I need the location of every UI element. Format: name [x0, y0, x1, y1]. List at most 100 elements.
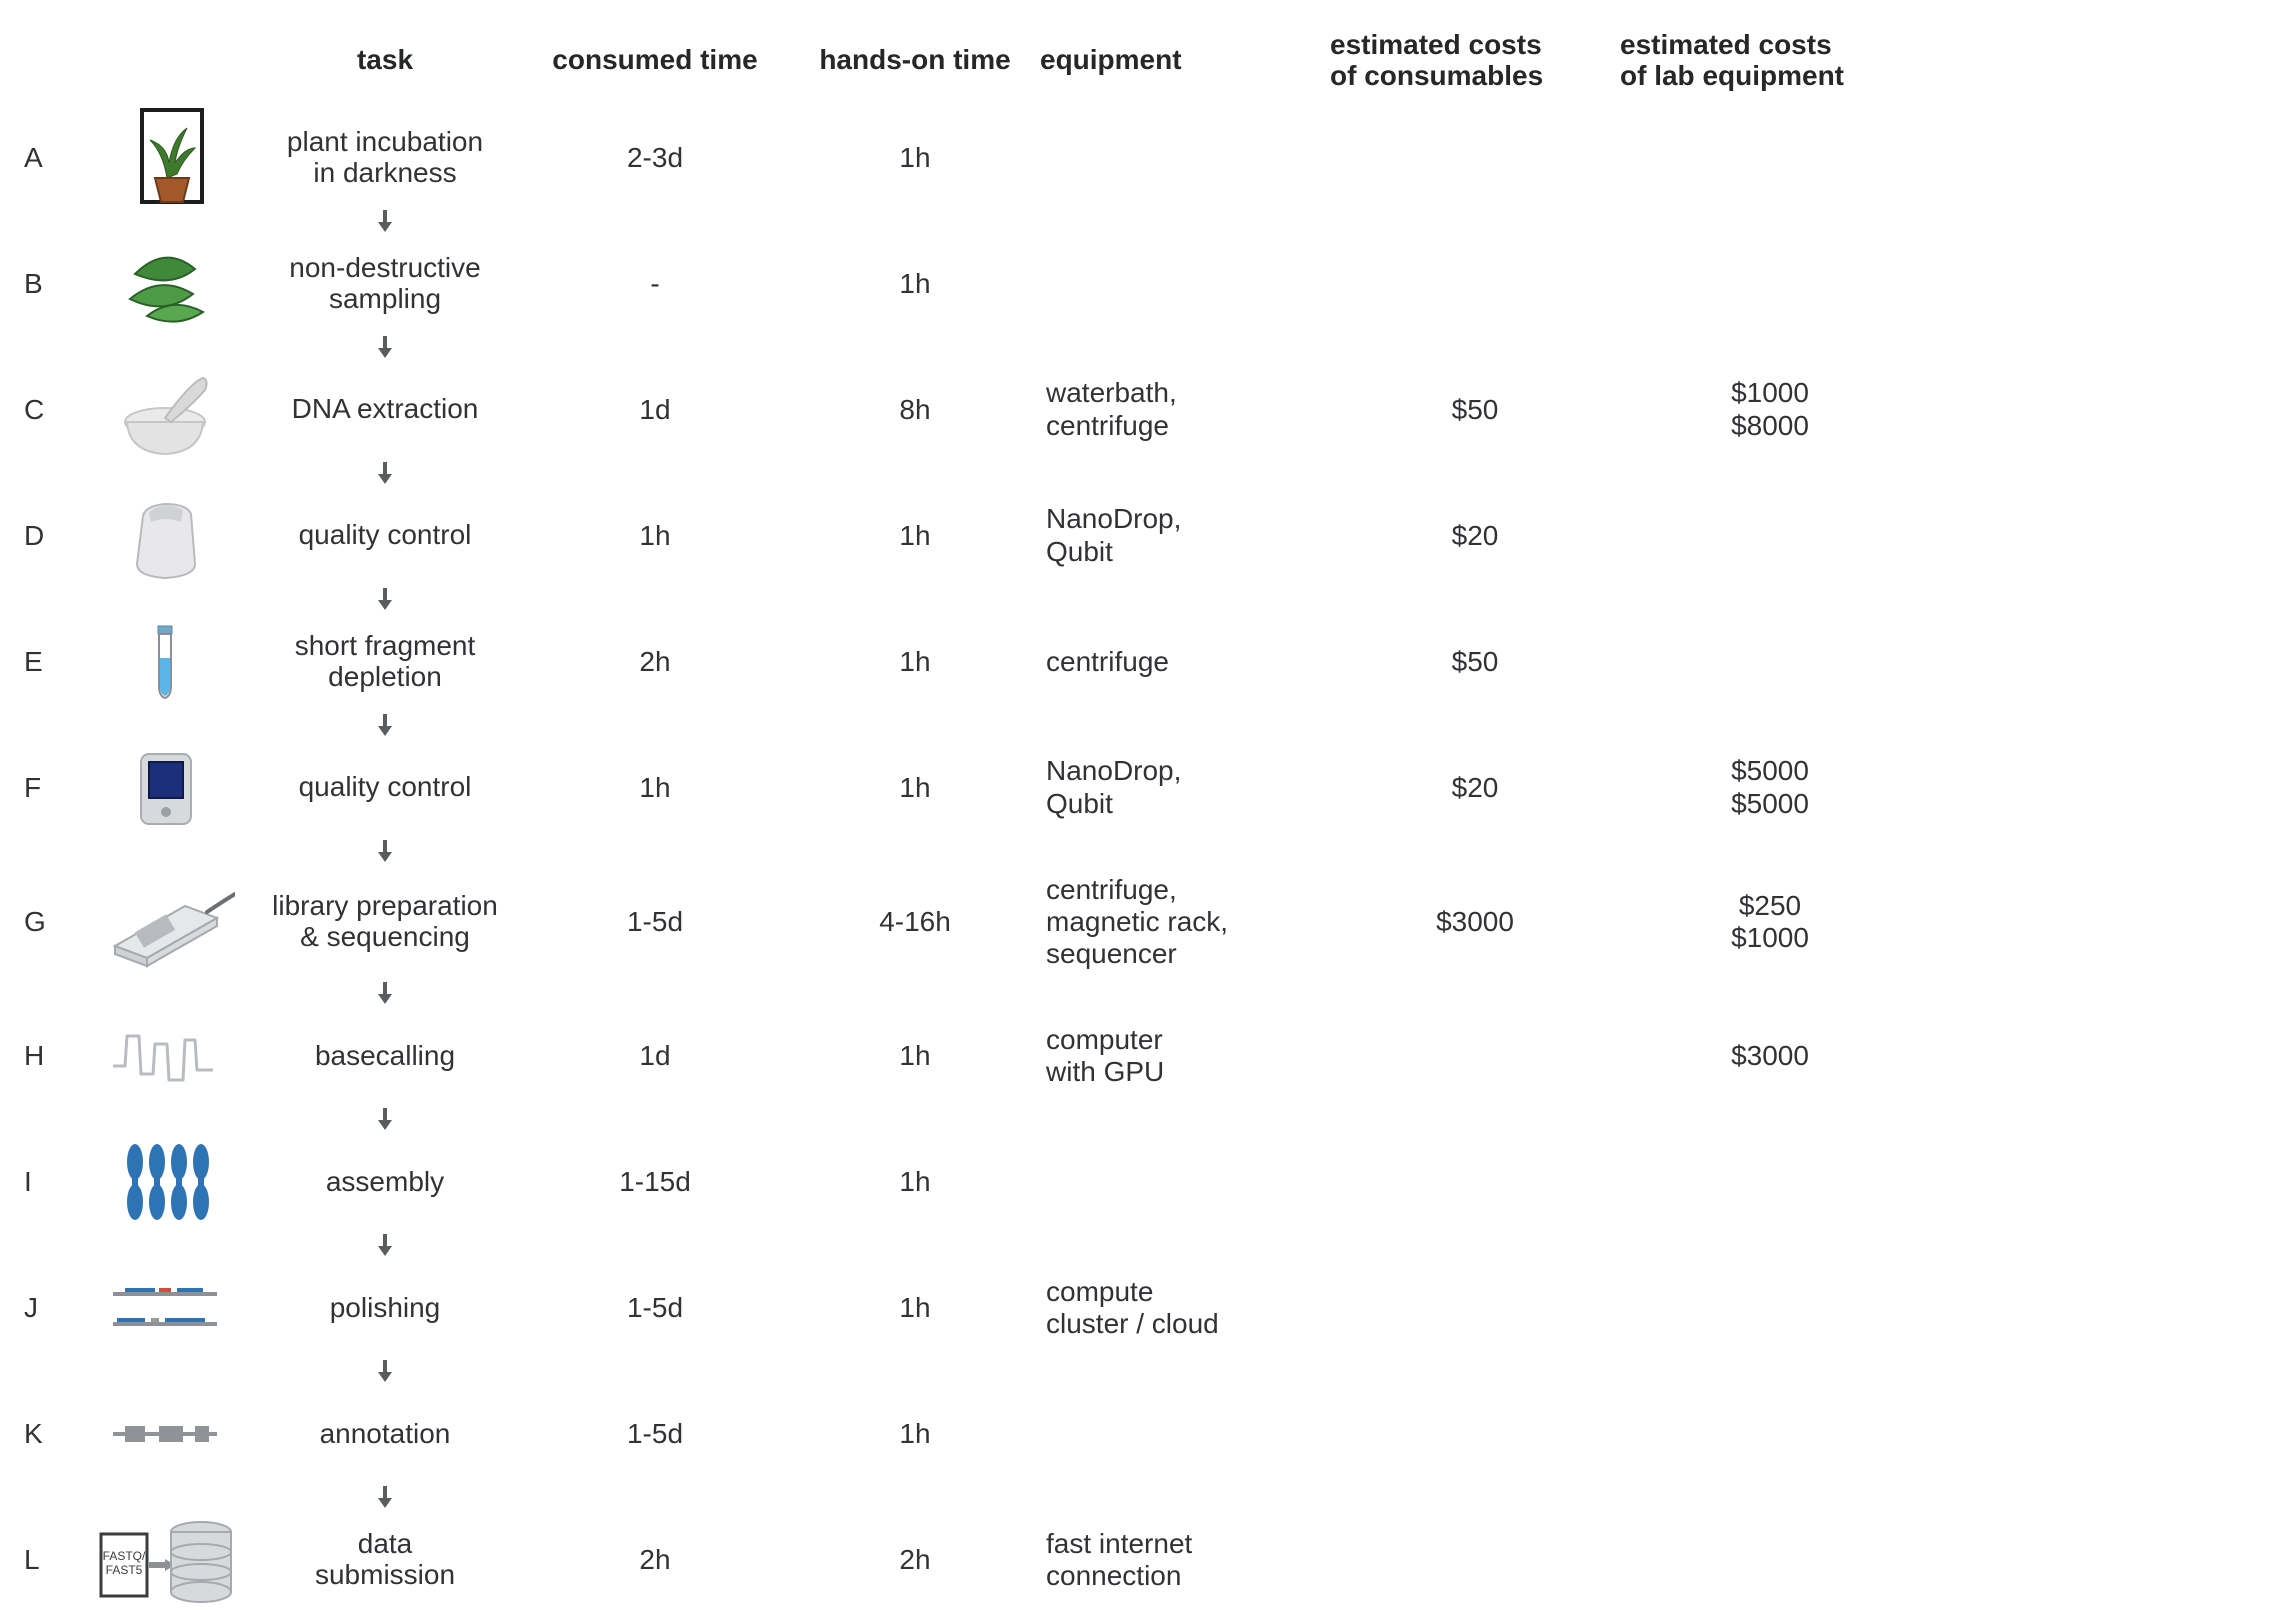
mortar-pestle-icon	[80, 360, 250, 460]
row-label: A	[20, 132, 80, 184]
cost-lab-equipment	[1620, 1550, 1920, 1570]
equipment-text	[1040, 274, 1330, 294]
database-upload-icon: FASTQ/FAST5	[80, 1510, 250, 1610]
task-text: plant incubation in darkness	[250, 125, 520, 191]
flow-arrow-icon	[250, 1106, 520, 1132]
svg-text:FAST5: FAST5	[106, 1563, 143, 1577]
cost-lab-equipment: $250 $1000	[1620, 880, 1920, 964]
consumed-time: 2h	[520, 1534, 790, 1586]
task-text: short fragment depletion	[250, 629, 520, 695]
hands-on-time: 1h	[790, 258, 1040, 310]
col-header-blank-2	[80, 51, 250, 77]
cost-consumables	[1330, 148, 1620, 168]
cost-lab-equipment	[1620, 1424, 1920, 1444]
col-header-hands-on-time: hands-on time	[790, 35, 1040, 92]
cost-consumables: $50	[1330, 384, 1620, 436]
col-header-task: task	[250, 35, 520, 92]
consumed-time: 1h	[520, 762, 790, 814]
consumed-time: 1d	[520, 1030, 790, 1082]
nanodrop-device-icon	[80, 486, 250, 586]
hands-on-time: 1h	[790, 636, 1040, 688]
task-text: library preparation & sequencing	[250, 889, 520, 955]
row-label: C	[20, 384, 80, 436]
consumed-time: -	[520, 258, 790, 310]
consumed-time: 2-3d	[520, 132, 790, 184]
equipment-text: NanoDrop, Qubit	[1040, 745, 1330, 829]
task-text: data submission	[250, 1527, 520, 1593]
tube-icon	[80, 612, 250, 712]
cost-consumables	[1330, 1298, 1620, 1318]
hands-on-time: 1h	[790, 762, 1040, 814]
flow-arrow-icon	[250, 334, 520, 360]
hands-on-time: 1h	[790, 1408, 1040, 1460]
cost-lab-equipment: $5000 $5000	[1620, 745, 1920, 829]
task-text: polishing	[250, 1291, 520, 1326]
consumed-time: 1d	[520, 384, 790, 436]
potted-plant-icon	[80, 108, 250, 208]
hands-on-time: 1h	[790, 510, 1040, 562]
consumed-time: 1h	[520, 510, 790, 562]
cost-consumables	[1330, 1550, 1620, 1570]
cost-lab-equipment: $3000	[1620, 1030, 1920, 1082]
qubit-device-icon	[80, 738, 250, 838]
leaves-icon	[80, 234, 250, 334]
flow-arrow-icon	[250, 980, 520, 1006]
equipment-text: computer with GPU	[1040, 1014, 1330, 1098]
hands-on-time: 4-16h	[790, 896, 1040, 948]
hands-on-time: 2h	[790, 1534, 1040, 1586]
task-text: quality control	[250, 770, 520, 805]
col-header-consumed-time: consumed time	[520, 35, 790, 92]
cost-consumables: $3000	[1330, 896, 1620, 948]
cost-consumables: $20	[1330, 762, 1620, 814]
task-text: basecalling	[250, 1039, 520, 1074]
col-header-cost-consumables: estimated costs of consumables	[1330, 20, 1620, 108]
cost-lab-equipment	[1620, 652, 1920, 672]
cost-consumables	[1330, 1172, 1620, 1192]
flow-arrow-icon	[250, 586, 520, 612]
row-label: I	[20, 1156, 80, 1208]
flow-arrow-icon	[250, 1358, 520, 1384]
consumed-time: 2h	[520, 636, 790, 688]
cost-consumables	[1330, 1046, 1620, 1066]
cost-consumables: $20	[1330, 510, 1620, 562]
consumed-time: 1-5d	[520, 896, 790, 948]
consumed-time: 1-5d	[520, 1282, 790, 1334]
row-label: K	[20, 1408, 80, 1460]
row-label: H	[20, 1030, 80, 1082]
equipment-text: compute cluster / cloud	[1040, 1266, 1330, 1350]
col-header-cost-lab-equipment: estimated costs of lab equipment	[1620, 20, 1920, 108]
flow-arrow-icon	[250, 1232, 520, 1258]
flow-arrow-icon	[250, 838, 520, 864]
workflow-grid: task consumed time hands-on time equipme…	[20, 20, 2233, 1610]
hands-on-time: 1h	[790, 1282, 1040, 1334]
hands-on-time: 1h	[790, 132, 1040, 184]
cost-lab-equipment	[1620, 148, 1920, 168]
cost-lab-equipment	[1620, 1172, 1920, 1192]
consumed-time: 1-5d	[520, 1408, 790, 1460]
consumed-time: 1-15d	[520, 1156, 790, 1208]
hands-on-time: 8h	[790, 384, 1040, 436]
row-label: G	[20, 896, 80, 948]
task-text: non-destructive sampling	[250, 251, 520, 317]
cost-consumables	[1330, 274, 1620, 294]
cost-lab-equipment	[1620, 274, 1920, 294]
workflow-diagram: task consumed time hands-on time equipme…	[0, 0, 2273, 1501]
row-label: F	[20, 762, 80, 814]
task-text: DNA extraction	[250, 392, 520, 427]
svg-text:FASTQ/: FASTQ/	[103, 1549, 146, 1563]
equipment-text: fast internet connection	[1040, 1518, 1330, 1602]
sequencer-icon	[80, 864, 250, 981]
hands-on-time: 1h	[790, 1030, 1040, 1082]
signal-trace-icon	[80, 1006, 250, 1106]
row-label: E	[20, 636, 80, 688]
equipment-text: NanoDrop, Qubit	[1040, 493, 1330, 577]
cost-lab-equipment: $1000 $8000	[1620, 367, 1920, 451]
flow-arrow-icon	[250, 460, 520, 486]
col-header-equipment: equipment	[1040, 35, 1330, 92]
gene-model-icon	[80, 1384, 250, 1484]
row-label: B	[20, 258, 80, 310]
row-label: J	[20, 1282, 80, 1334]
chromosomes-icon	[80, 1132, 250, 1232]
cost-consumables	[1330, 1424, 1620, 1444]
hands-on-time: 1h	[790, 1156, 1040, 1208]
